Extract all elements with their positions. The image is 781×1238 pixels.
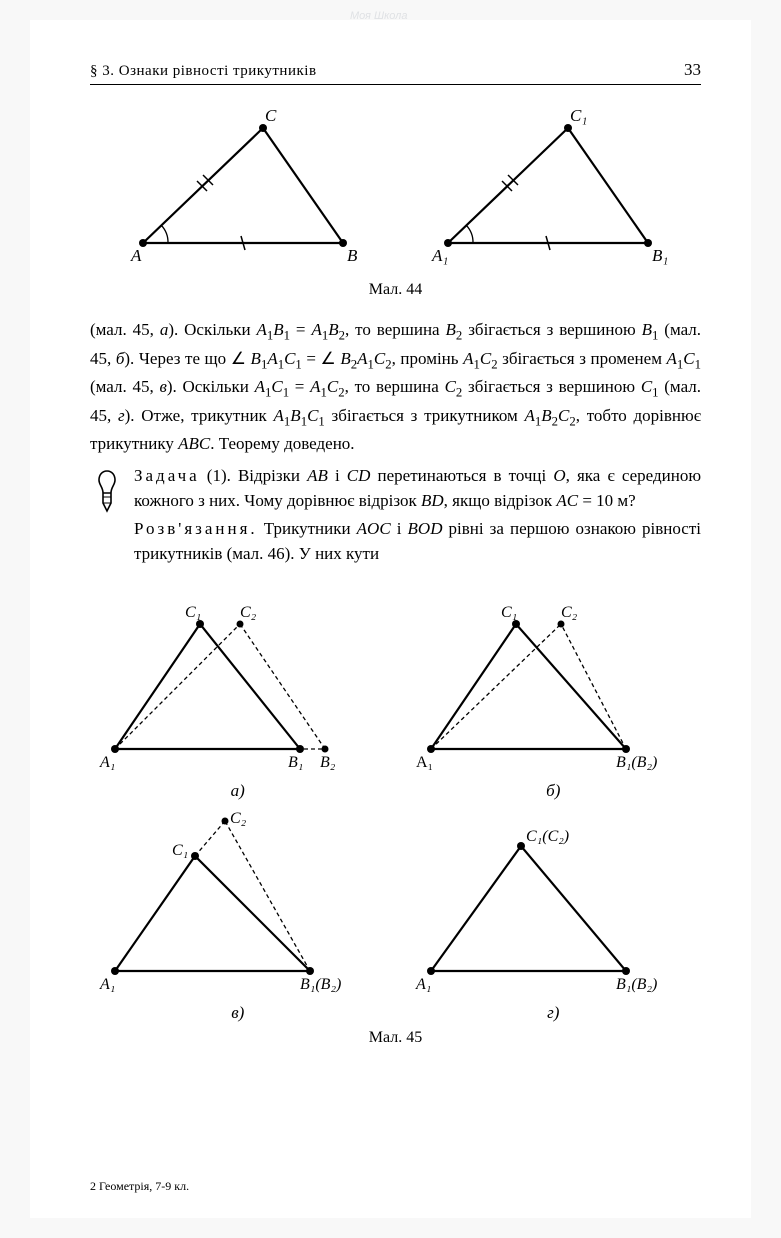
figure-45-a: A₁ B₁ B₂ C₁ C₂ а)	[90, 599, 386, 801]
triangle-a1b1c1: A₁ B₁ C₁	[418, 103, 678, 273]
svg-text:C₁: C₁	[172, 842, 188, 859]
svg-text:B₂: B₂	[320, 754, 336, 771]
triangle-abc: A B C	[113, 103, 373, 273]
svg-text:A₁: A₁	[431, 246, 448, 265]
figure-44: A B C A₁ B₁ C₁	[90, 103, 701, 273]
task-text: Задача (1). Відрізки AB і CD перетинають…	[134, 463, 701, 514]
footer-text: 2 Геометрія, 7-9 кл.	[90, 1179, 189, 1194]
svg-text:B₁(B₂): B₁(B₂)	[616, 976, 657, 993]
figure-45-v: A₁ B₁(B₂) C₁ C₂ в)	[90, 811, 386, 1023]
sublabel-g: г)	[406, 1003, 702, 1023]
svg-text:C₁: C₁	[570, 106, 587, 125]
paragraph-proof: (мал. 45, а). Оскільки A1B1 = A1B2, то в…	[90, 317, 701, 457]
svg-text:B₁(B₂): B₁(B₂)	[300, 976, 341, 993]
figure-45-b: A₁ B₁(B₂) C₁ C₂ б)	[406, 599, 702, 801]
solution-text: Розв'язання. Трикутники AOC і BOD рівні …	[134, 516, 701, 567]
figure-45-caption: Мал. 45	[90, 1029, 701, 1047]
page-number: 33	[684, 60, 701, 80]
figure-44-caption: Мал. 44	[90, 281, 701, 299]
svg-text:B₁: B₁	[288, 754, 303, 771]
svg-text:B: B	[347, 246, 358, 265]
svg-text:C₁: C₁	[501, 604, 517, 621]
svg-text:C₂: C₂	[230, 811, 247, 827]
svg-text:A₁: A₁	[416, 754, 433, 771]
figure-45: A₁ B₁ B₂ C₁ C₂ а) A₁ B₁(B₂) C₁ C₂ б)	[90, 599, 701, 1023]
svg-text:C₁: C₁	[185, 604, 201, 621]
svg-text:C₂: C₂	[561, 604, 578, 621]
svg-text:C: C	[265, 106, 277, 125]
page-header: § 3. Ознаки рівності трикутників 33	[90, 60, 701, 85]
svg-text:A₁: A₁	[415, 976, 431, 993]
page: § 3. Ознаки рівності трикутників 33 A B …	[30, 20, 751, 1218]
svg-text:C₁(C₂): C₁(C₂)	[526, 828, 569, 845]
task-block: Задача (1). Відрізки AB і CD перетинають…	[90, 463, 701, 569]
body-text: (мал. 45, а). Оскільки A1B1 = A1B2, то в…	[90, 317, 701, 569]
pen-icon	[90, 467, 124, 515]
figure-45-g: A₁ B₁(B₂) C₁(C₂) г)	[406, 811, 702, 1023]
sublabel-v: в)	[90, 1003, 386, 1023]
svg-text:C₂: C₂	[240, 604, 257, 621]
svg-text:B₁(B₂): B₁(B₂)	[616, 754, 657, 771]
svg-text:A₁: A₁	[99, 754, 115, 771]
section-title: § 3. Ознаки рівності трикутників	[90, 63, 317, 80]
svg-text:A: A	[130, 246, 142, 265]
svg-text:A₁: A₁	[99, 976, 115, 993]
sublabel-a: а)	[90, 781, 386, 801]
sublabel-b: б)	[406, 781, 702, 801]
svg-text:B₁: B₁	[652, 246, 668, 265]
